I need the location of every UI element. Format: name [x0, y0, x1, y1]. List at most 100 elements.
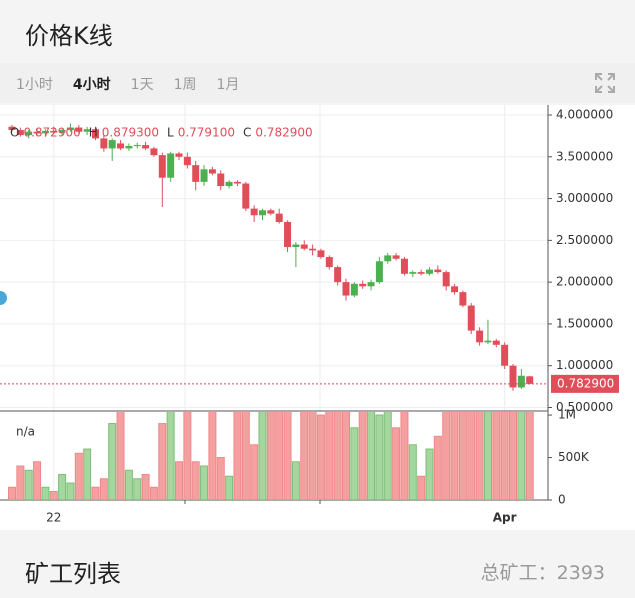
volume-bar: [258, 412, 267, 500]
candle-body: [417, 272, 425, 274]
tab[interactable]: 1周: [173, 77, 197, 93]
fullscreen-icon[interactable]: [594, 72, 616, 94]
volume-bar: [417, 475, 426, 500]
candle-body: [267, 210, 275, 214]
miner-total: 总矿工：2393: [481, 558, 605, 585]
volume-bar: [475, 412, 484, 500]
volume-bar: [483, 412, 492, 500]
candle-body: [526, 376, 534, 384]
header-title: 价格K线: [25, 22, 113, 50]
candle-body: [317, 250, 325, 258]
volume-bar: [517, 412, 526, 500]
volume-bar: [283, 412, 292, 500]
candle-body: [75, 127, 83, 132]
candle-body: [259, 210, 266, 216]
candle-body: [41, 130, 49, 134]
volume-tick-label: 0: [558, 493, 566, 507]
candle-body: [509, 365, 517, 388]
candle-body: [117, 143, 125, 149]
candle-body: [8, 126, 16, 131]
volume-group: [8, 412, 534, 500]
candle-body: [476, 330, 484, 343]
candle-body: [16, 130, 24, 136]
volume-bar: [392, 427, 401, 500]
candle-body: [367, 282, 375, 287]
tab[interactable]: 4小时: [72, 77, 111, 93]
candle-body: [83, 129, 91, 132]
volume-tick-label: 500K: [558, 450, 590, 464]
tab[interactable]: 1月: [216, 77, 240, 93]
candle-body: [100, 138, 108, 149]
footer-title: 矿工列表: [25, 560, 121, 588]
volume-bar: [91, 486, 100, 500]
volume-bar: [225, 475, 234, 500]
legend-value: 0.782900: [255, 126, 312, 140]
candle-body: [92, 129, 99, 139]
last-price-tag: [551, 374, 619, 393]
candle-body: [250, 208, 258, 216]
candle-body: [517, 375, 525, 388]
volume-bar: [383, 412, 392, 500]
volume-bar: [433, 435, 442, 500]
volume-bar: [216, 457, 225, 500]
candle-body: [292, 244, 300, 248]
volume-bar: [166, 412, 175, 500]
candle-body: [58, 130, 66, 133]
volume-bar: [149, 486, 158, 500]
tabs: 1小时 4小时 1天 1周 1月: [16, 74, 259, 94]
volume-bar: [467, 412, 476, 500]
volume-bar: [49, 491, 58, 500]
toolbar: [0, 63, 635, 103]
candle-body: [133, 145, 141, 147]
candle-body: [359, 283, 367, 287]
volume-bar: [400, 412, 409, 500]
candle-body: [409, 272, 417, 274]
candle-body: [300, 244, 308, 249]
volume-bar: [408, 444, 417, 500]
legend-value: 0.879300: [102, 126, 159, 140]
volume-bar: [233, 412, 242, 500]
candle-body: [284, 221, 292, 248]
candle-body: [484, 340, 492, 343]
miner-label: 总矿工：: [480, 562, 557, 584]
candle-body: [200, 169, 208, 182]
volume-bar: [250, 444, 259, 500]
volume-label: n/a: [16, 425, 35, 439]
volume-bar: [124, 469, 133, 500]
candle-body: [400, 258, 408, 274]
candle-body: [434, 269, 442, 273]
candle-body: [225, 181, 233, 187]
candle-body: [50, 130, 58, 133]
candle-body: [309, 248, 317, 251]
y-tick-label: 1.500000: [556, 316, 613, 330]
candle-body: [492, 340, 500, 345]
candle-body: [375, 261, 383, 283]
legend-value: 0.872900: [23, 126, 80, 140]
volume-bar: [458, 412, 467, 500]
candle-body: [183, 156, 191, 166]
y-tick-label: 4.000000: [556, 108, 613, 122]
volume-bar: [83, 448, 92, 500]
miner-count: 2393: [556, 562, 605, 584]
candle-body: [192, 165, 200, 182]
legend-key: C: [243, 126, 251, 140]
candle-body: [325, 257, 333, 268]
volume-tick-label: 1M: [558, 408, 576, 422]
volume-bar: [425, 448, 434, 500]
tab[interactable]: 1天: [130, 77, 154, 93]
volume-bar: [358, 412, 367, 500]
volume-bar: [66, 482, 75, 500]
candle-body: [334, 267, 342, 283]
volume-bar: [208, 412, 217, 500]
volume-bar: [108, 423, 117, 500]
volume-bar: [8, 486, 16, 500]
candle-body: [451, 286, 459, 293]
candle-body: [150, 148, 158, 156]
x-tick-label: 22: [46, 511, 61, 525]
candle-body: [208, 169, 216, 174]
tab[interactable]: 1小时: [16, 77, 53, 93]
y-tick-label: 2.500000: [556, 233, 613, 247]
volume-bar: [266, 412, 275, 500]
volume-bar: [200, 465, 209, 500]
volume-bar: [367, 412, 376, 500]
